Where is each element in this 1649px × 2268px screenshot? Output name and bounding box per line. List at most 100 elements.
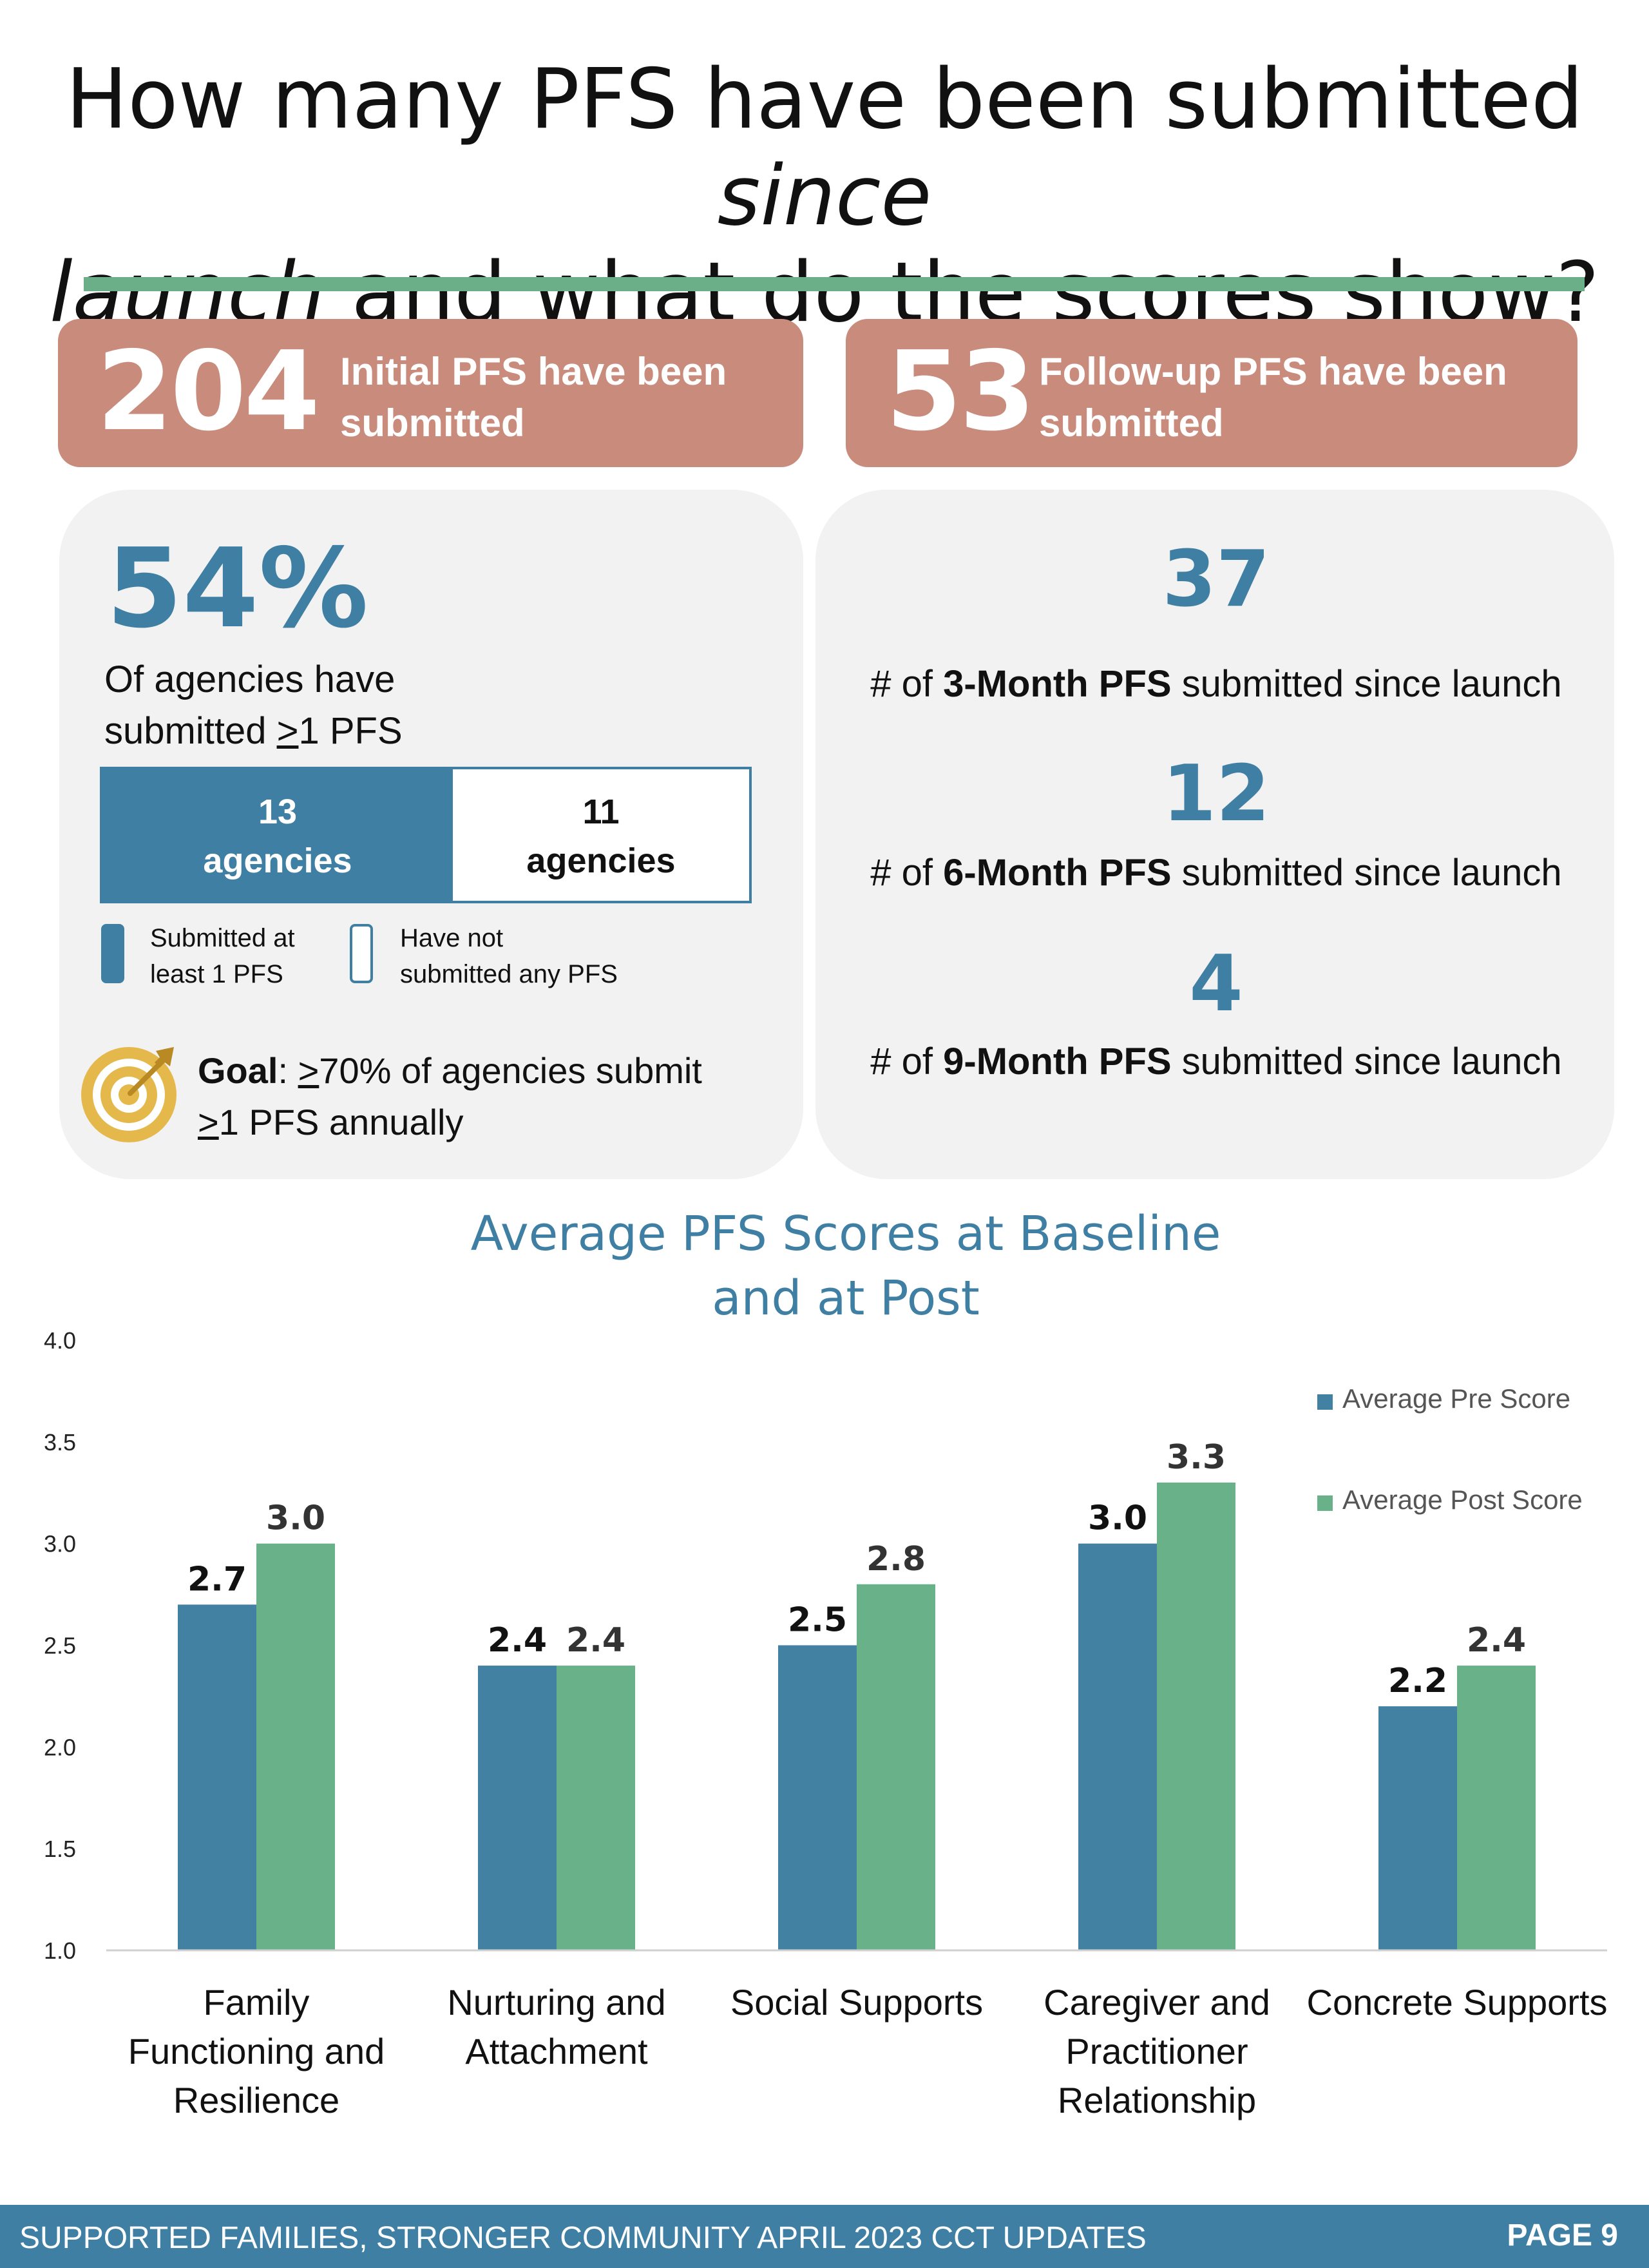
chart-legend: Average Pre Score Average Post Score [1317,1383,1583,1515]
goal-line2-text: 1 PFS annually [218,1102,464,1142]
followup-pfs-label-line1: Follow-up PFS have been [1039,350,1507,393]
legend-not-line2: submitted any PFS [400,960,618,988]
agencies-not-submitted-label: 11 agencies [453,787,749,885]
six-month-label: # of 6-Month PFS submitted since launch [817,847,1616,899]
ge-symbol: > [298,1050,319,1091]
legend-not-line1: Have not [400,924,504,952]
bar-pre [1078,1543,1157,1950]
bar-pre [778,1645,857,1950]
bar-post [256,1543,335,1950]
legend-not-submitted-text: Have not submitted any PFS [400,920,618,992]
three-month-bold: 3-Month PFS [943,663,1172,705]
agencies-percent-text: Of agencies have submitted >1 PFS [104,654,403,757]
three-month-count: 37 [1162,535,1270,624]
target-icon [81,1047,176,1142]
initial-pfs-label-line1: Initial PFS have been [340,350,727,393]
followup-pfs-label: Follow-up PFS have been submitted [1039,346,1507,449]
bar-post [1457,1666,1536,1950]
bar-pre [178,1604,256,1950]
bars [178,1482,1536,1950]
agencies-text-line2: submitted >1 PFS [104,706,403,757]
page-title: How many PFS have been submitted since l… [0,52,1649,341]
agencies-percent: 54% [106,525,368,653]
initial-pfs-card: 204 Initial PFS have been submitted [58,319,803,467]
x-tick-label: Attachment [465,2031,648,2071]
title-part1: How many PFS have been submitted [65,52,1584,148]
initial-pfs-label: Initial PFS have been submitted [340,346,727,449]
footer: SUPPORTED FAMILIES, STRONGER COMMUNITY A… [0,2205,1649,2268]
ge-symbol: > [276,710,299,752]
goal-line1-text: 70% of agencies submit [319,1050,702,1091]
x-tick-label: Family [204,1982,310,2023]
y-tick-label: 1.0 [44,1937,76,1964]
nine-month-post: submitted since launch [1171,1041,1562,1082]
nine-month-bold: 9-Month PFS [943,1041,1172,1082]
title-divider [84,277,1585,291]
followup-pfs-label-line2: submitted [1039,401,1224,445]
goal-line2: >1 PFS annually [198,1097,702,1148]
y-tick-label: 1.5 [44,1836,76,1862]
pfs-scores-chart: Average PFS Scores at Baseline and at Po… [44,1206,1608,2120]
bar-post [1157,1482,1235,1950]
data-label: 3.3 [1167,1438,1226,1477]
initial-pfs-label-line2: submitted [340,401,525,445]
legend-submitted-line2: least 1 PFS [150,960,283,988]
legend-submitted-swatch [101,924,124,983]
x-axis: Family Functioning and Resilience Nurturing… [128,1982,1608,2120]
nine-month-label: # of 9-Month PFS submitted since launch [817,1036,1616,1088]
data-label: 3.0 [1088,1499,1147,1538]
nine-month-count: 4 [1189,939,1243,1029]
data-label: 2.4 [1467,1621,1526,1660]
data-label: 2.5 [788,1601,847,1640]
legend-submitted-line1: Submitted at [150,924,295,952]
three-month-post: submitted since launch [1171,663,1562,705]
y-tick-label: 2.5 [44,1633,76,1659]
followup-pfs-card: 53 Follow-up PFS have been submitted [846,319,1578,467]
nine-month-pre: # of [870,1041,944,1082]
data-label: 2.4 [566,1621,625,1660]
y-axis: 1.0 1.5 2.0 2.5 3.0 3.5 4.0 [44,1327,76,1964]
bar-post [557,1666,635,1950]
goal-text: Goal: >70% of agencies submit >1 PFS ann… [198,1045,702,1148]
six-month-count: 12 [1162,749,1270,839]
initial-pfs-count: 204 [97,328,320,456]
ge-symbol: > [198,1102,219,1142]
legend-not-submitted-swatch [350,924,373,983]
x-tick-label: Caregiver and [1044,1982,1270,2023]
six-month-pre: # of [870,852,944,894]
legend-submitted-text: Submitted at least 1 PFS [150,920,295,992]
three-month-pre: # of [870,663,944,705]
x-tick-label: Functioning and [128,2031,385,2071]
agencies-text-submitted: submitted [104,710,277,752]
y-tick-label: 2.0 [44,1734,76,1760]
x-tick-label: Practitioner [1065,2031,1248,2071]
x-tick-label: Nurturing and [447,1982,665,2023]
six-month-post: submitted since launch [1171,852,1562,894]
followup-pfs-count: 53 [886,328,1036,456]
chart-title-line2: and at Post [712,1271,979,1326]
chart-title-line1: Average PFS Scores at Baseline [471,1206,1221,1262]
data-label: 2.8 [866,1540,926,1579]
agencies-submitted-unit: agencies [203,841,352,880]
agencies-text-1pfs: 1 PFS [298,710,403,752]
agencies-split-bar: 13 agencies 11 agencies [100,767,752,903]
agencies-submitted-segment [102,769,453,901]
agencies-submitted-label: 13 agencies [102,787,453,885]
data-label: 3.0 [266,1499,325,1538]
legend-swatch [1317,1394,1333,1410]
followup-breakdown-panel [815,490,1614,1179]
bar-pre [1378,1706,1457,1950]
x-tick-label: Concrete Supports [1307,1982,1608,2023]
bar-pre [478,1666,557,1950]
agencies-text-line1: Of agencies have [104,658,396,700]
data-label: 2.4 [488,1621,547,1660]
agencies-not-submitted-unit: agencies [526,841,676,880]
agencies-submitted-count: 13 [258,793,298,831]
agencies-not-submitted-count: 11 [582,793,620,831]
x-tick-label: Relationship [1058,2080,1256,2120]
six-month-bold: 6-Month PFS [943,852,1172,894]
y-tick-label: 4.0 [44,1327,76,1354]
three-month-label: # of 3-Month PFS submitted since launch [817,658,1616,710]
title-italic-since: since [717,148,932,244]
footer-title: SUPPORTED FAMILIES, STRONGER COMMUNITY A… [19,2221,1147,2255]
